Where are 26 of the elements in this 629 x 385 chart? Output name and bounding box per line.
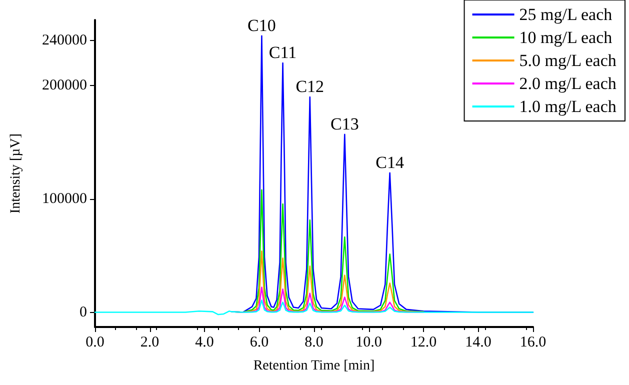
y-tick-label: 0 [80,304,87,320]
x-tick-label: 8.0 [304,334,324,350]
x-tick-label: 10.0 [356,334,382,350]
legend-label: 1.0 mg/L each [519,97,617,116]
annotation: C13 [330,114,359,134]
x-tick-label: 6.0 [250,334,269,350]
x-tick-label: 0.0 [86,334,104,350]
annotation: C14 [376,152,404,172]
y-tick-label: 240000 [42,32,87,48]
legend-label: 10 mg/L each [519,28,613,47]
x-tick-label: 14.0 [465,334,492,350]
y-axis-title: Intensity [µV] [8,134,24,214]
x-tick-label: 2.0 [140,334,160,350]
legend-label: 5.0 mg/L each [519,51,617,70]
x-tick-label: 4.0 [195,334,214,350]
x-tick-label: 16.0 [520,334,546,350]
annotation: C11 [268,43,297,62]
x-axis-title: Retention Time [min] [253,358,375,374]
annotation: C10 [248,16,276,35]
annotation: C12 [296,77,324,96]
line-series [94,300,534,316]
legend-label: 25 mg/L each [519,5,613,24]
x-tick-label: 12.0 [410,334,437,350]
legend-label: 2.0 mg/L each [519,74,617,93]
y-tick-label: 200000 [42,78,87,94]
y-tick-label: 100000 [42,190,87,207]
